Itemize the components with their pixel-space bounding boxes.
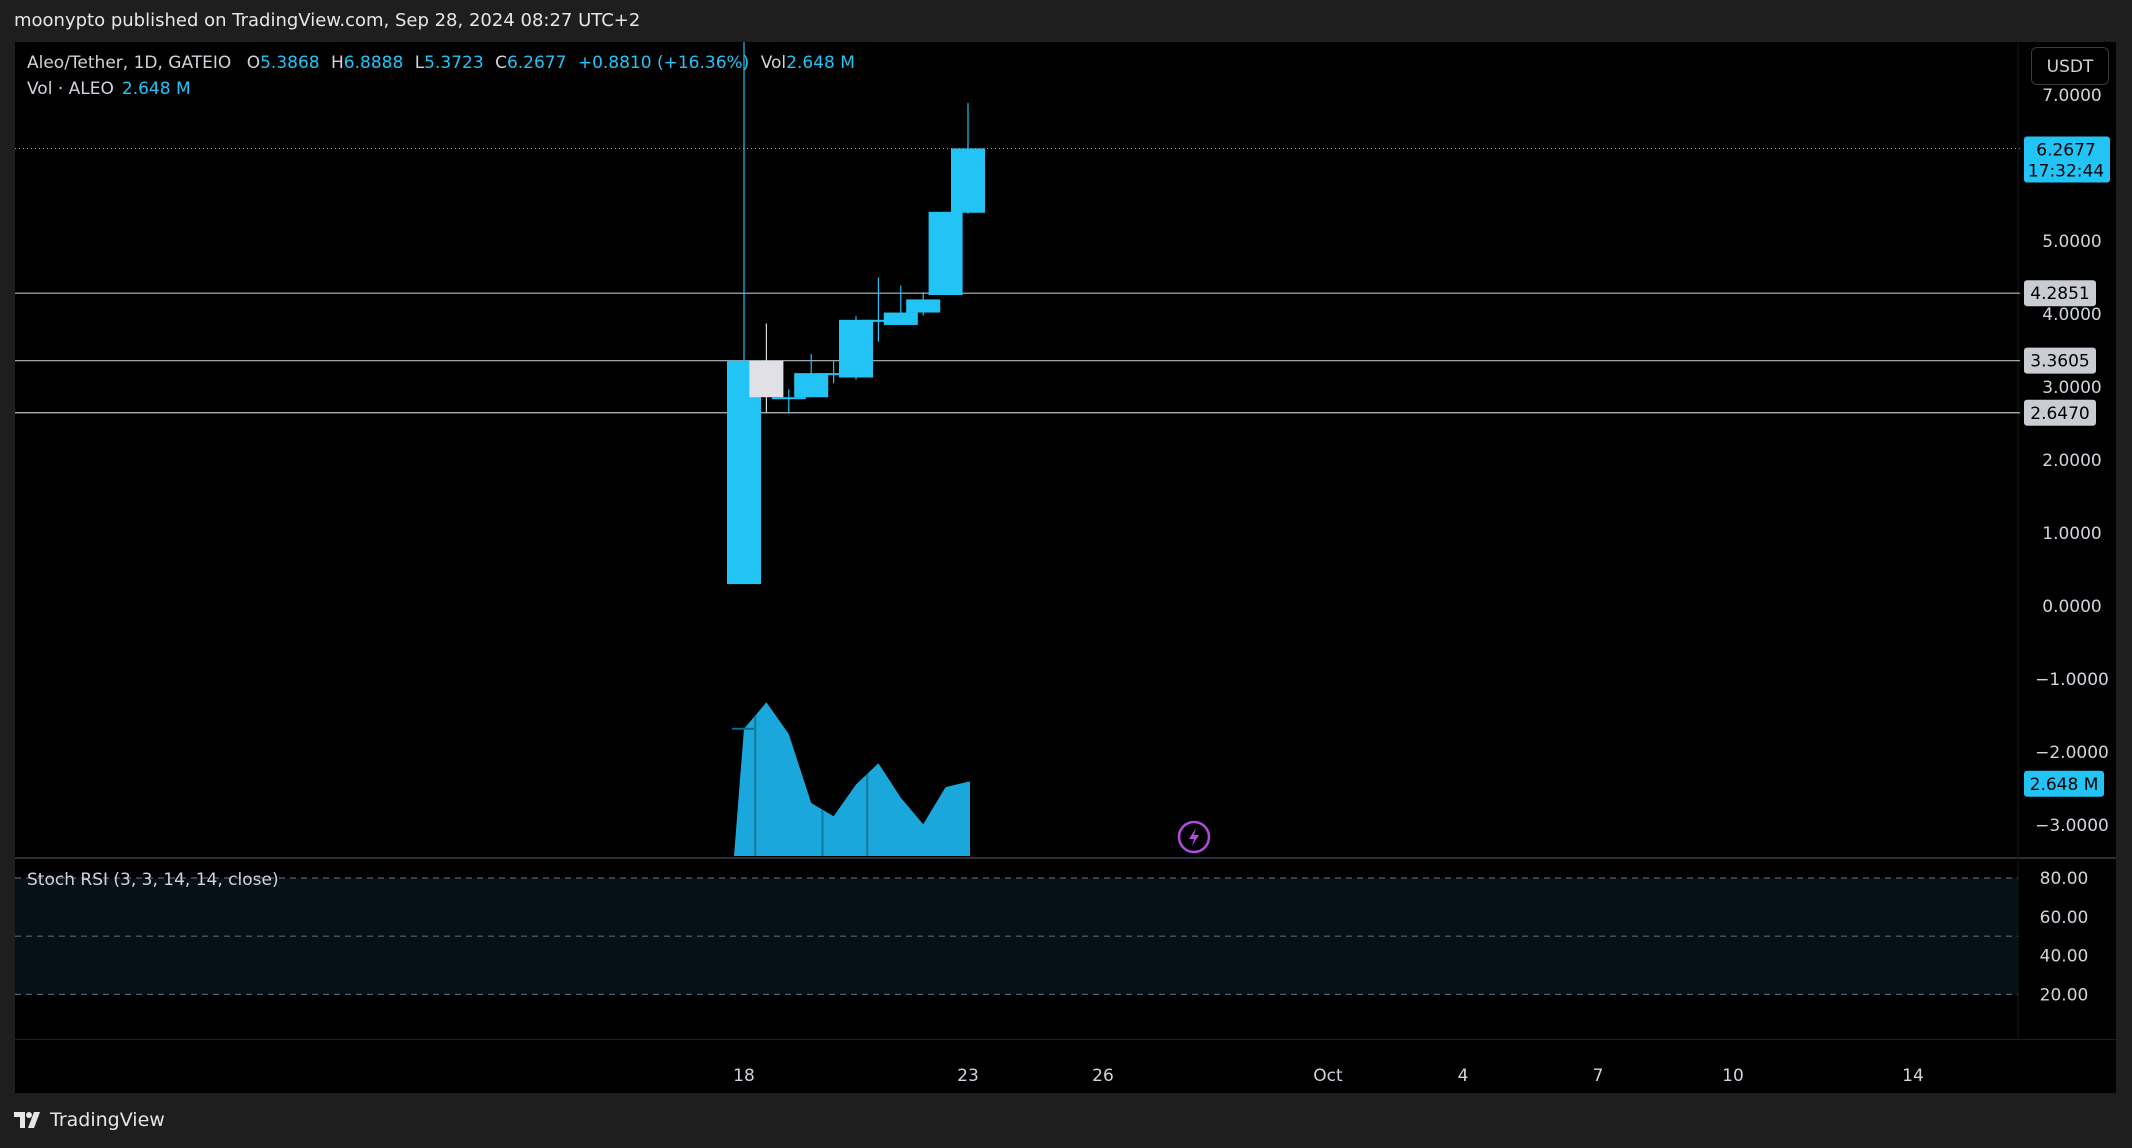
candle-body[interactable] xyxy=(816,373,851,376)
volume-legend[interactable]: Vol · ALEO 2.648 M xyxy=(27,79,191,99)
brand-name: TradingView xyxy=(50,1109,165,1131)
current-price-label: 6.2677 xyxy=(2036,140,2095,160)
tradingview-logo-icon xyxy=(14,1112,40,1128)
lightning-icon[interactable] xyxy=(1177,820,1211,854)
time-tick-label: 26 xyxy=(1092,1066,1114,1086)
bar-countdown-label: 17:32:44 xyxy=(2028,161,2104,181)
volume-shade xyxy=(866,772,869,856)
publisher-line: moonypto published on TradingView.com, S… xyxy=(14,10,641,31)
time-tick-label: 23 xyxy=(957,1066,979,1086)
vol-label: Vol xyxy=(760,53,787,73)
price-tick-label: 0.0000 xyxy=(2042,597,2101,617)
level-price-label: 2.6470 xyxy=(2030,404,2089,424)
low-value: 5.3723 xyxy=(424,53,484,73)
price-tick-label: 7.0000 xyxy=(2042,86,2101,106)
time-axis-area[interactable] xyxy=(15,1040,2116,1093)
vol-value: 2.648 M xyxy=(786,53,855,73)
candle-body[interactable] xyxy=(794,373,829,398)
currency-button[interactable]: USDT xyxy=(2031,47,2109,85)
candle-body[interactable] xyxy=(951,148,985,213)
candle-body[interactable] xyxy=(906,299,941,313)
level-price-badge xyxy=(2024,347,2096,374)
level-price-label: 4.2851 xyxy=(2030,284,2089,304)
volume-shade xyxy=(754,714,757,856)
price-tick-label: 4.0000 xyxy=(2042,305,2101,325)
price-tick-label: 1.0000 xyxy=(2042,524,2101,544)
stoch-tick-label: 20.00 xyxy=(2040,985,2089,1005)
volume-legend-label[interactable]: Vol · ALEO xyxy=(27,79,114,99)
time-tick-label: 4 xyxy=(1458,1066,1469,1086)
volume-badge xyxy=(2024,770,2104,797)
open-label: O xyxy=(246,53,261,73)
high-value: 6.8888 xyxy=(343,53,404,73)
low-label: L xyxy=(414,53,425,73)
symbol-name[interactable]: Aleo/Tether, 1D, GATEIO xyxy=(27,53,232,73)
level-price-label: 3.3605 xyxy=(2030,352,2089,372)
main-pane[interactable] xyxy=(15,42,2116,857)
volume-legend-value: 2.648 M xyxy=(121,79,191,99)
stoch-rsi-label[interactable]: Stoch RSI (3, 3, 14, 14, close) xyxy=(27,870,279,890)
price-tick-label: −2.0000 xyxy=(2035,743,2109,763)
stoch-tick-label: 80.00 xyxy=(2040,869,2089,889)
open-value: 5.3868 xyxy=(260,53,320,73)
level-price-badge xyxy=(2024,280,2096,307)
volume-shade xyxy=(821,808,824,856)
current-price-badge xyxy=(2024,136,2110,183)
stoch-tick-label: 40.00 xyxy=(2040,947,2089,967)
volume-area[interactable] xyxy=(734,702,970,856)
price-tick-label: 2.0000 xyxy=(2042,451,2101,471)
candle-body[interactable] xyxy=(861,319,896,322)
candle-body[interactable] xyxy=(839,319,873,378)
time-tick-label: 7 xyxy=(1593,1066,1604,1086)
price-tick-label: −3.0000 xyxy=(2035,816,2109,836)
candle-body[interactable] xyxy=(749,360,784,398)
candle-body[interactable] xyxy=(928,211,963,296)
time-tick-label: 14 xyxy=(1902,1066,1924,1086)
time-tick-label: 10 xyxy=(1722,1066,1744,1086)
price-tick-label: 5.0000 xyxy=(2042,232,2101,252)
close-value: 6.2677 xyxy=(506,53,567,73)
level-price-badge xyxy=(2024,399,2096,426)
price-tick-label: 3.0000 xyxy=(2042,378,2101,398)
time-tick-label: Oct xyxy=(1313,1066,1343,1086)
price-tick-label: −1.0000 xyxy=(2035,670,2109,690)
candle-body[interactable] xyxy=(771,397,806,400)
change-value: +0.8810 (+16.36%) xyxy=(577,53,750,73)
time-tick-label: 18 xyxy=(733,1066,755,1086)
candle-body[interactable] xyxy=(727,360,761,585)
tradingview-brand[interactable]: TradingView xyxy=(14,1109,165,1131)
high-label: H xyxy=(331,53,344,73)
symbol-legend[interactable]: Aleo/Tether, 1D, GATEIO O5.3868 H6.8888 … xyxy=(27,53,855,73)
candle-body[interactable] xyxy=(883,312,918,325)
volume-badge-label: 2.648 M xyxy=(2030,775,2099,795)
close-label: C xyxy=(495,53,507,73)
stoch-tick-label: 60.00 xyxy=(2040,908,2089,928)
